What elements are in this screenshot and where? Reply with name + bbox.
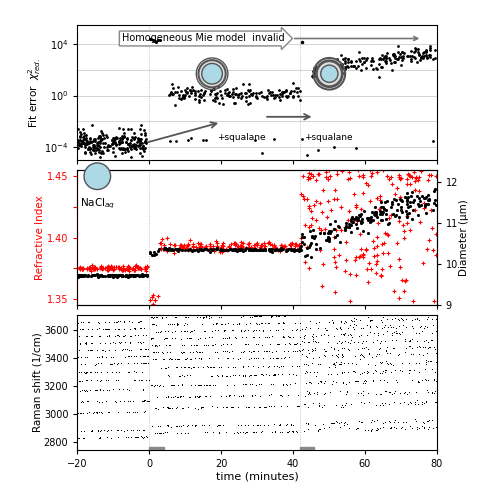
- Text: Homogeneous Mie model  invalid: Homogeneous Mie model invalid: [122, 34, 418, 43]
- Y-axis label: Fit error  $\chi^2_{red.}$: Fit error $\chi^2_{red.}$: [26, 58, 43, 128]
- Circle shape: [316, 61, 342, 86]
- Text: NaCl$_{aq}$: NaCl$_{aq}$: [80, 197, 115, 212]
- X-axis label: time (minutes): time (minutes): [216, 472, 298, 482]
- Y-axis label: Refractive Index: Refractive Index: [35, 195, 45, 280]
- Bar: [149, 446, 164, 450]
- Y-axis label: Raman shift (1/cm): Raman shift (1/cm): [32, 332, 42, 432]
- Text: +squalane: +squalane: [218, 132, 266, 142]
- Circle shape: [202, 64, 223, 84]
- Circle shape: [199, 60, 226, 88]
- Bar: [300, 446, 314, 450]
- Circle shape: [84, 163, 111, 190]
- Text: +squalane: +squalane: [304, 132, 352, 142]
- Y-axis label: Diameter (μm): Diameter (μm): [460, 199, 470, 276]
- Circle shape: [321, 65, 338, 82]
